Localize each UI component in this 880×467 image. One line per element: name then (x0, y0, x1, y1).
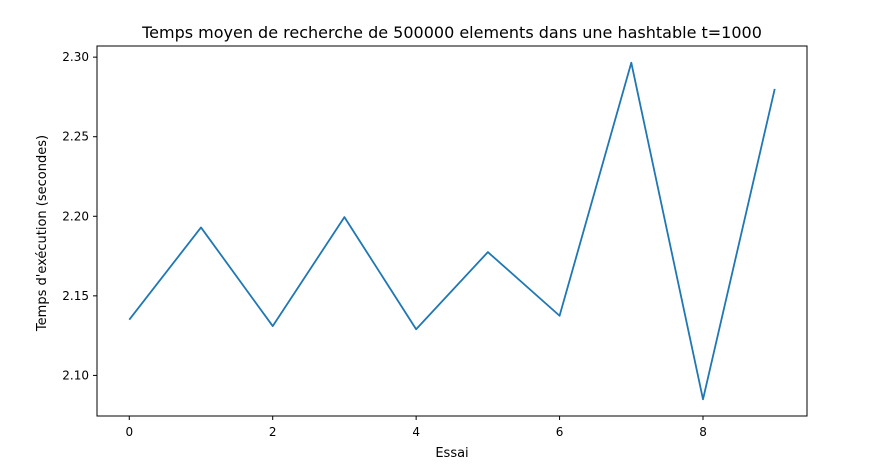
y-tick-label: 2.10 (62, 368, 89, 382)
y-axis-label: Temps d'exécution (secondes) (35, 135, 50, 332)
x-tick-label: 4 (412, 425, 420, 439)
y-tick-label: 2.30 (62, 50, 89, 64)
series-line-0 (128, 61, 776, 401)
axes-frame (96, 45, 808, 417)
plot-area: 0 2 4 6 8 2.10 2.15 2.20 2.25 2.30 (62, 45, 808, 439)
x-axis-label: Essai (435, 446, 468, 461)
x-tick-label: 8 (699, 425, 707, 439)
x-tick-label: 0 (125, 425, 133, 439)
x-tick-label: 6 (556, 425, 564, 439)
y-tick-label: 2.20 (62, 209, 89, 223)
x-tick-label: 2 (269, 425, 277, 439)
y-tick-label: 2.25 (62, 130, 89, 144)
chart-title: Temps moyen de recherche de 500000 eleme… (141, 23, 762, 42)
y-tick-label: 2.15 (62, 289, 89, 303)
